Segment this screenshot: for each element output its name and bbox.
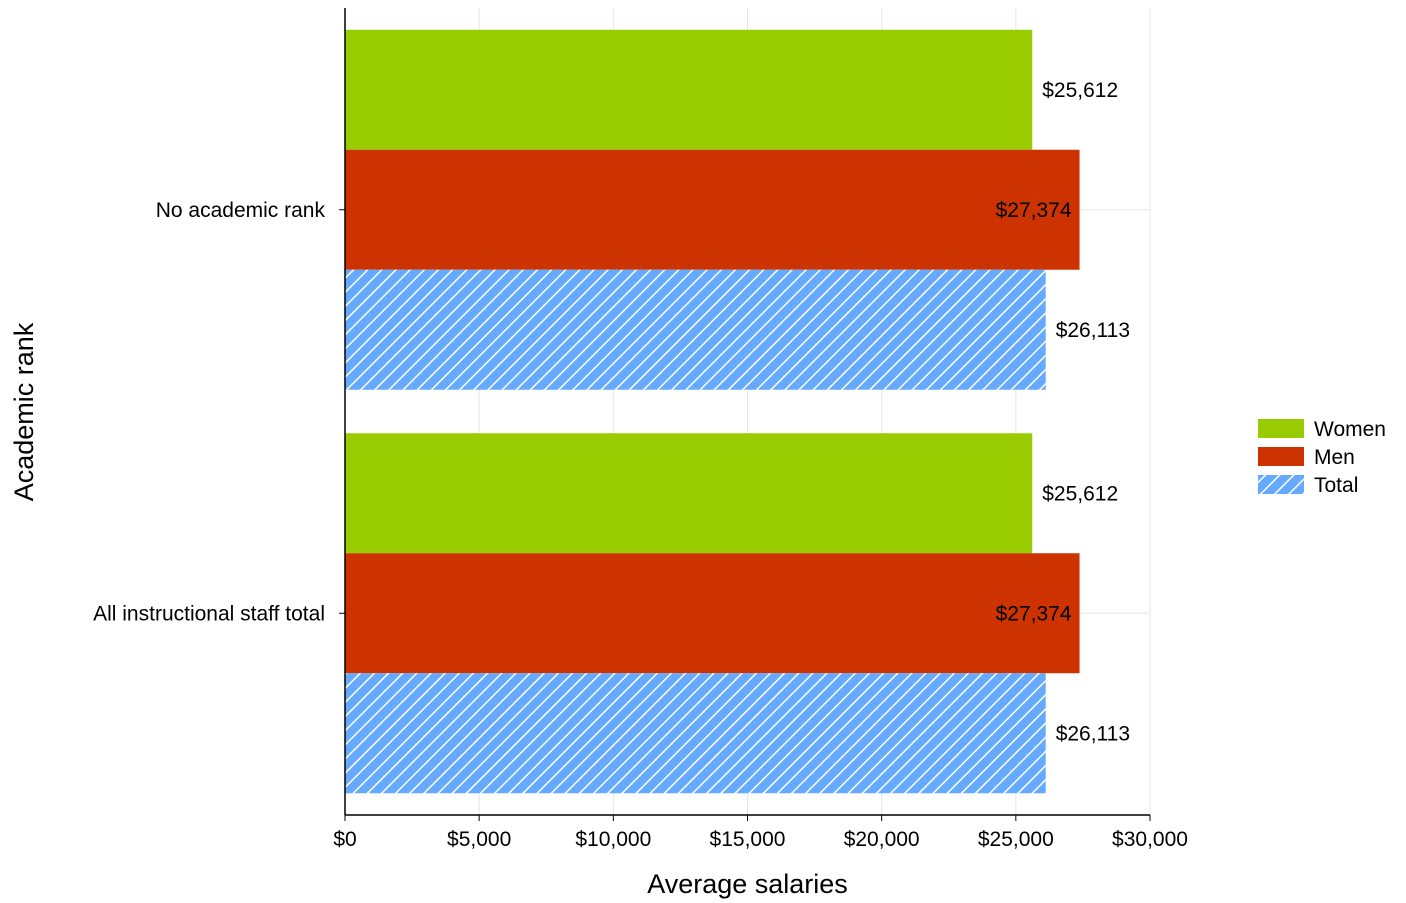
value-label-total-0: $26,113 <box>1056 319 1130 342</box>
x-tick-label: $20,000 <box>844 828 920 851</box>
bars <box>345 29 1080 794</box>
y-axis-title: Academic rank <box>9 322 39 501</box>
legend-swatch-women <box>1258 419 1304 438</box>
value-label-women-1: $25,612 <box>1042 482 1118 505</box>
x-tick-label: $25,000 <box>978 828 1054 851</box>
value-labels: $25,612 $27,374 $26,113 $25,612 $27,374 $26,1… <box>996 79 1130 746</box>
x-tick-label: $0 <box>333 828 356 851</box>
bar-women-1 <box>345 433 1033 554</box>
bar-total-1 <box>345 673 1046 794</box>
legend-swatch-men <box>1258 447 1304 466</box>
legend: Women Men Total <box>1258 418 1386 497</box>
x-tick-label: $15,000 <box>710 828 786 851</box>
legend-label-men: Men <box>1314 446 1355 469</box>
x-axis-title: Average salaries <box>647 869 848 899</box>
bar-women-0 <box>345 29 1033 150</box>
bar-total-0 <box>345 269 1046 390</box>
value-label-men-0: $27,374 <box>996 199 1072 222</box>
axes: No academic rank All instructional staff … <box>93 8 1188 851</box>
x-tick-label: $10,000 <box>575 828 651 851</box>
value-label-total-1: $26,113 <box>1056 722 1130 745</box>
bar-men-0 <box>345 149 1080 270</box>
legend-label-total: Total <box>1314 474 1358 497</box>
legend-swatch-total <box>1258 475 1304 494</box>
bar-men-1 <box>345 553 1080 674</box>
category-label-0: No academic rank <box>156 199 326 222</box>
x-tick-label: $30,000 <box>1112 828 1188 851</box>
x-tick-label: $5,000 <box>447 828 511 851</box>
value-label-men-1: $27,374 <box>996 602 1072 625</box>
value-label-women-0: $25,612 <box>1042 79 1118 102</box>
legend-label-women: Women <box>1314 418 1386 441</box>
category-label-1: All instructional staff total <box>93 602 325 625</box>
